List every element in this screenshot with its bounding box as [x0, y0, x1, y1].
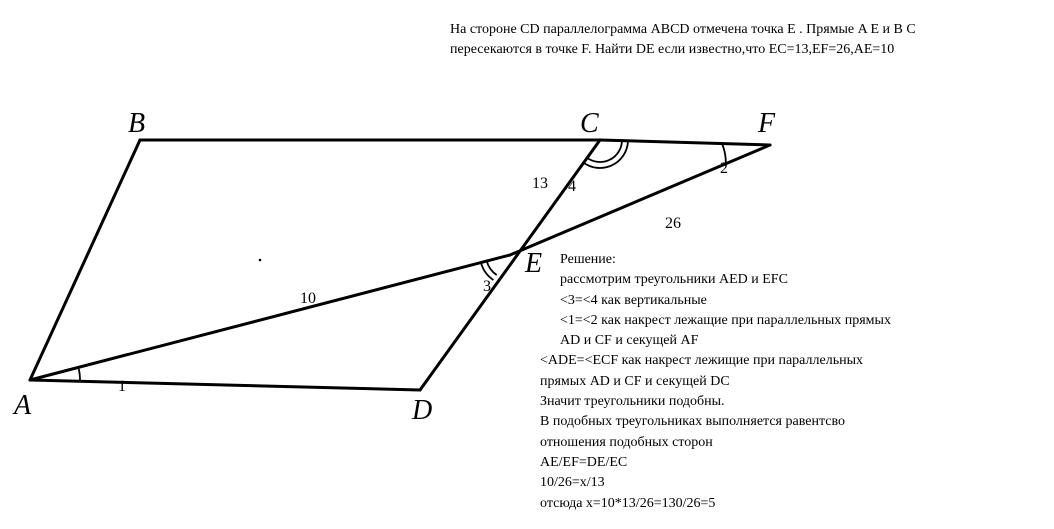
solution-line: <ADE=<ECF как накрест лежищие при паралл… [540, 353, 863, 368]
vertex-label-F: F [758, 108, 775, 140]
solution-line: отсюда x=10*13/26=130/26=5 [540, 496, 715, 511]
vertex-label-B: B [128, 108, 145, 140]
solution-line: AE/EF=DE/EC [540, 455, 627, 470]
solution-line: прямых AD и CF и секущей DC [540, 374, 730, 389]
edge-label-EF: 26 [665, 215, 681, 233]
solution-line: Значит треугольники подобны. [540, 394, 725, 409]
solution-line: В подобных треугольниках выполняется рав… [540, 414, 845, 429]
solution-line: 10/26=x/13 [540, 475, 605, 490]
solution-line: отношения подобных сторон [540, 435, 713, 450]
angle-label-3: 3 [483, 278, 491, 296]
solution-line: рассмотрим треугольники AED и EFC [560, 272, 788, 287]
edge-label-CE: 13 [532, 175, 548, 193]
solution-line: AD и CF и секущей AF [560, 333, 698, 348]
edge-label-AE: 10 [300, 290, 316, 308]
solution-line: <1=<2 как накрест лежащие при параллельн… [560, 313, 891, 328]
solution-block: Решение: рассмотрим треугольники AED и E… [560, 250, 1040, 514]
vertex-label-C: C [580, 108, 599, 140]
vertex-label-E: E [525, 248, 542, 280]
solution-line: <3=<4 как вертикальные [560, 293, 707, 308]
vertex-label-A: A [14, 390, 31, 422]
angle-label-4: 4 [568, 178, 576, 196]
vertex-label-D: D [412, 395, 432, 427]
solution-heading: Решение: [560, 252, 616, 267]
angle-label-1: 1 [118, 378, 126, 396]
angle-label-2: 2 [720, 160, 728, 178]
